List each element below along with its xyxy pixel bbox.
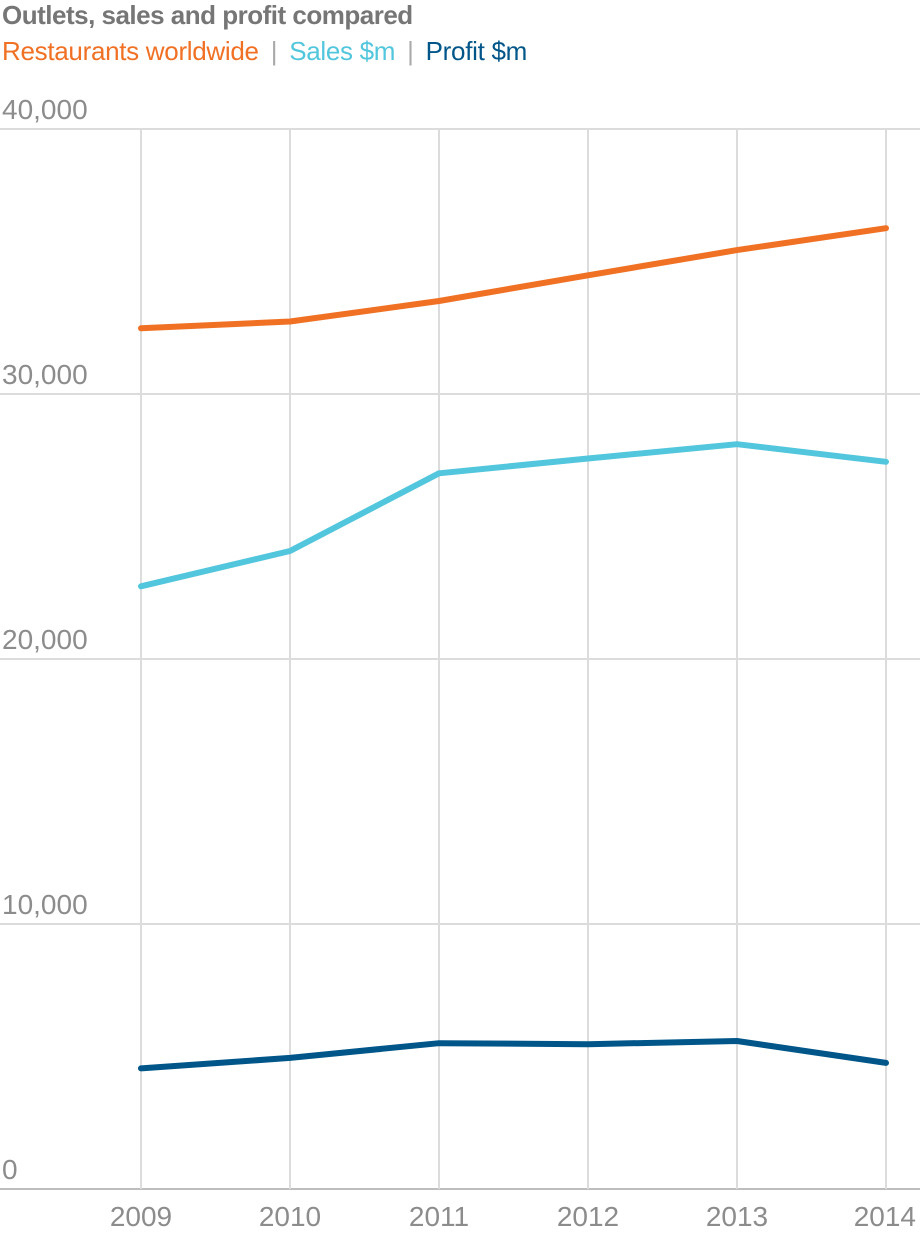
y-tick-label: 10,000 (2, 889, 88, 920)
x-tick-label: 2013 (706, 1201, 768, 1232)
y-tick-label: 40,000 (2, 94, 88, 125)
chart-title: Outlets, sales and profit compared (2, 0, 413, 30)
y-tick-label: 20,000 (2, 624, 88, 655)
y-tick-label: 30,000 (2, 359, 88, 390)
legend-sales: Sales $m (289, 36, 396, 66)
grid-lines (0, 128, 920, 1190)
series-line-profit (138, 1038, 889, 1072)
legend: Restaurants worldwide | Sales $m | Profit $m (2, 36, 527, 67)
legend-separator: | (270, 36, 278, 66)
x-tick-label: 2014 (854, 1201, 916, 1232)
legend-profit: Profit $m (425, 36, 528, 66)
y-tick-label: 0 (2, 1154, 18, 1185)
y-axis-ticks: 0 10,000 20,000 30,000 40,000 (2, 94, 88, 1185)
series-lines (138, 225, 889, 1072)
x-tick-label: 2009 (110, 1201, 172, 1232)
x-tick-label: 2012 (557, 1201, 619, 1232)
series-line-restaurants (138, 225, 889, 332)
series-line-sales (138, 441, 889, 590)
x-axis-ticks: 2009 2010 2011 2012 2013 2014 (110, 1201, 916, 1232)
legend-restaurants: Restaurants worldwide (2, 36, 259, 66)
x-tick-label: 2011 (409, 1201, 469, 1232)
legend-separator: | (407, 36, 414, 66)
x-tick-label: 2010 (259, 1201, 321, 1232)
